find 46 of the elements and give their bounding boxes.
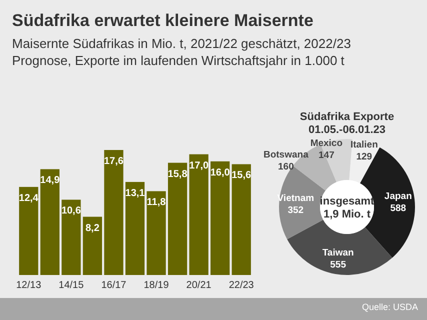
data-label: 555 (330, 260, 347, 271)
x-tick-label: 18/19 (144, 280, 170, 291)
slice-label: Mexico (310, 138, 343, 149)
data-label: 13,1 (125, 188, 146, 199)
source-note: Quelle: USDA (362, 302, 418, 312)
x-tick-label: 14/15 (58, 280, 84, 291)
text: insgesamt 1,9 Mio. t (320, 196, 375, 220)
data-label: 8,2 (86, 222, 100, 234)
bar (189, 154, 208, 275)
bar (62, 200, 81, 275)
bar (104, 150, 124, 275)
x-tick-label: 22/23 (228, 280, 254, 291)
bar (168, 162, 188, 275)
bar (146, 191, 166, 275)
x-tick-label: 20/21 (186, 280, 212, 291)
bar (40, 169, 60, 275)
slice-label: Taiwan (322, 248, 354, 259)
slice-label: Botswana (263, 150, 310, 161)
data-label: 14,9 (40, 175, 60, 186)
slice-label: Italien (350, 140, 378, 151)
slice-label: Japan (384, 191, 412, 202)
data-label: 588 (390, 203, 406, 214)
chart-subtitle: 01.05.-06.01.23 (308, 124, 386, 136)
x-tick-label: 16/17 (101, 280, 127, 291)
data-label: 160 (278, 162, 294, 173)
chart-subtitle: Maisernte Südafrikas in Mio. t, 2021/22 geschätzt, 2022/23 Prognose, Exporte im laufenden Wirtschaftsjahr in 1.000 t (12, 36, 351, 68)
data-label: 11,8 (146, 197, 166, 208)
bar (232, 164, 251, 275)
bar (19, 186, 38, 275)
bar (210, 161, 230, 275)
chart-title: Südafrika Exporte (300, 111, 394, 123)
data-label: 147 (318, 150, 334, 161)
data-label: 17,0 (189, 160, 209, 172)
donut-slice (287, 220, 392, 275)
data-label: 10,6 (61, 206, 82, 217)
data-label: 129 (356, 152, 372, 163)
data-label: 15,8 (168, 168, 188, 180)
data-label: 17,6 (104, 156, 124, 167)
bar (82, 216, 102, 275)
x-tick-label: 12/13 (16, 280, 42, 291)
data-label: 352 (288, 204, 304, 216)
data-label: 16,0 (210, 167, 230, 178)
chart-title: Südafrika erwartet kleinere Maisernte (12, 11, 314, 30)
bar (125, 182, 145, 275)
data-label: 15,6 (232, 170, 252, 182)
data-label: 12,4 (18, 192, 39, 204)
